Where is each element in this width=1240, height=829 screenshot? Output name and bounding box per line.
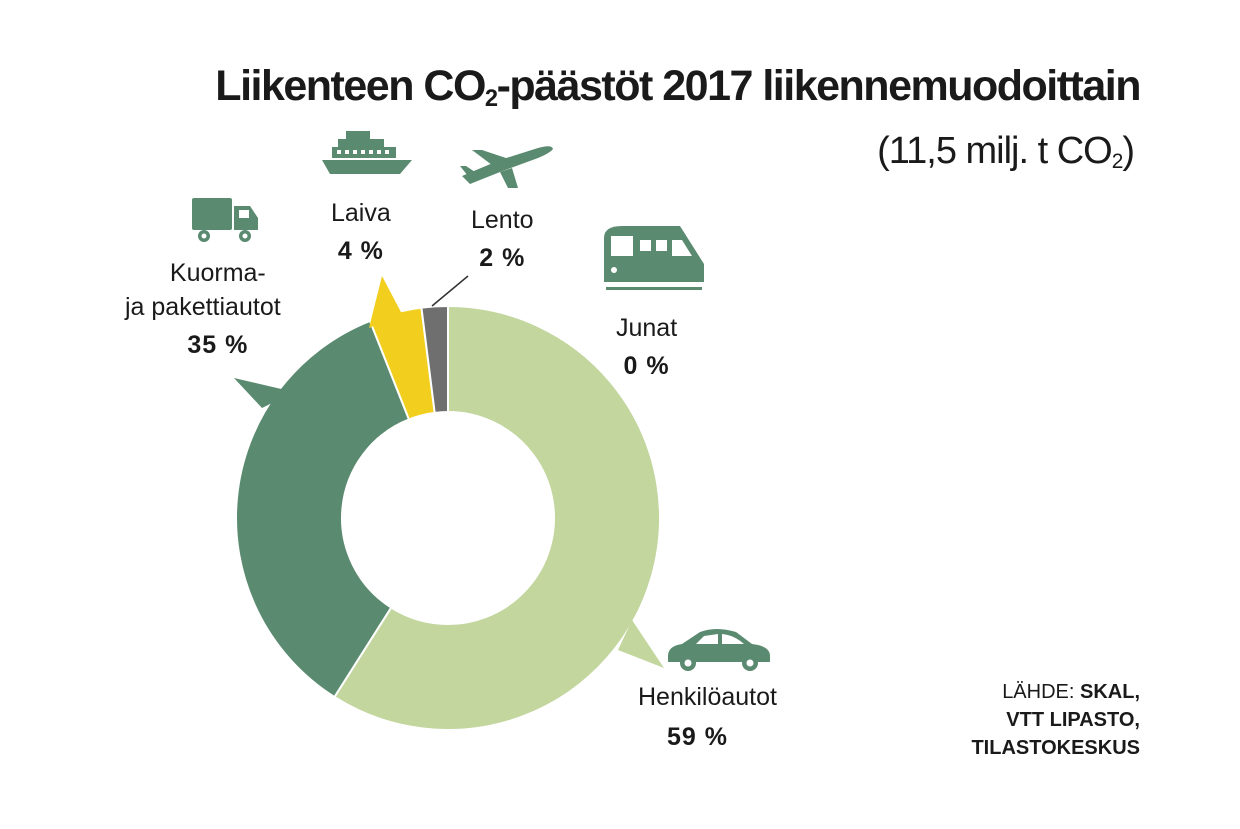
- callout-henkiloautot: [618, 620, 664, 668]
- source-line-1: SKAL,: [1080, 681, 1140, 703]
- chart-subtitle: (11,5 milj. t CO2): [877, 130, 1135, 174]
- label-laiva: Laiva 4 %: [331, 196, 391, 268]
- source-note: LÄHDE: SKAL, VTT LIPASTO, TILASTOKESKUS: [971, 678, 1140, 762]
- car-icon: [668, 629, 770, 671]
- label-laiva-pct: 4 %: [337, 237, 384, 265]
- label-kuorma: Kuorma- ja pakettiautot 35 %: [125, 256, 281, 362]
- label-junat: Junat 0 %: [616, 311, 677, 383]
- callout-kuorma: [234, 378, 294, 408]
- slice-1: [235, 319, 411, 699]
- truck-icon: [192, 198, 258, 242]
- slice-3: [420, 304, 449, 414]
- label-junat-pct: 0 %: [623, 352, 670, 380]
- label-henkiloautot: Henkilöautot 59 %: [638, 680, 777, 754]
- label-kuorma-name-1: Kuorma-: [169, 259, 266, 287]
- label-kuorma-pct: 35 %: [187, 331, 249, 359]
- chart-title: Liikenteen CO2-päästöt 2017 liikennemuod…: [215, 62, 1141, 112]
- label-lento-pct: 2 %: [479, 244, 526, 272]
- donut-slices: [235, 304, 661, 731]
- source-prefix: LÄHDE:: [1002, 681, 1080, 703]
- train-icon: [604, 226, 704, 290]
- source-line-2: VTT LIPASTO,: [1006, 709, 1140, 731]
- label-lento: Lento 2 %: [471, 203, 534, 275]
- label-henkiloautot-pct: 59 %: [667, 723, 728, 751]
- source-line-3: TILASTOKESKUS: [971, 737, 1140, 759]
- label-junat-name: Junat: [616, 314, 678, 342]
- label-lento-name: Lento: [471, 206, 534, 234]
- callout-lento: [431, 275, 469, 307]
- label-kuorma-name-2: ja pakettiautot: [125, 293, 281, 321]
- label-laiva-name: Laiva: [331, 199, 391, 227]
- ship-icon: [322, 131, 412, 174]
- label-henkiloautot-name: Henkilöautot: [638, 683, 777, 711]
- slice-0: [333, 304, 661, 731]
- callout-laiva: [369, 276, 402, 328]
- airplane-icon: [460, 146, 553, 188]
